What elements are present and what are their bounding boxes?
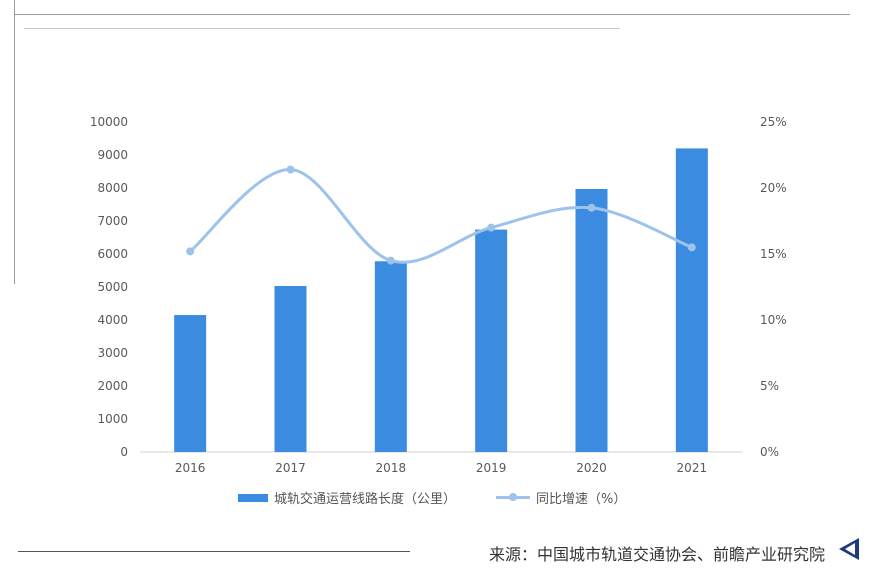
growth-line [189,168,693,264]
x-tick-label: 2021 [677,461,708,475]
x-tick-label: 2017 [275,461,306,475]
growth-point-2020 [587,203,596,212]
x-axis-ticks: 2016 2017 2018 2019 2020 2021 [175,461,707,475]
left-tick-label: 3000 [97,346,128,360]
chart: 0 1000 2000 3000 4000 5000 6000 7000 8000 9000 100… [90,115,787,475]
growth-point-2016 [186,247,195,256]
x-tick-label: 2019 [476,461,507,475]
bar-2021 [675,148,708,452]
left-tick-label: 5000 [97,280,128,294]
left-tick-label: 10000 [90,115,128,129]
left-tick-label: 1000 [97,412,128,426]
x-tick-label: 2018 [376,461,407,475]
left-rule [14,0,15,284]
left-tick-label: 4000 [97,313,128,327]
left-axis-ticks: 0 1000 2000 3000 4000 5000 6000 7000 8000 9000 100… [90,115,128,459]
legend-bar-label: 城轨交通运营线路长度（公里） [274,492,457,507]
line-series [186,165,696,265]
bar-2019 [475,229,508,452]
bar-2017 [274,286,307,452]
legend-bar-swatch [238,493,268,502]
growth-point-2021 [687,243,696,252]
left-tick-label: 7000 [97,214,128,228]
left-tick-label: 8000 [97,181,128,195]
legend-line-label: 同比增速（%） [536,492,627,507]
top-rule [14,14,850,15]
legend: 城轨交通运营线路长度（公里） 同比增速（%） [238,488,666,507]
right-tick-label: 25% [760,115,787,129]
bar-series [174,148,708,453]
legend-item-bar: 城轨交通运营线路长度（公里） [238,488,456,507]
growth-point-2018 [386,256,395,265]
right-tick-label: 20% [760,181,787,195]
x-tick-label: 2016 [175,461,206,475]
x-tick-label: 2020 [576,461,607,475]
left-tick-label: 9000 [97,148,128,162]
source-rule [18,551,410,552]
growth-point-2019 [487,223,496,232]
legend-line-swatch [496,493,531,501]
bar-2016 [174,315,207,452]
legend-item-line: 同比增速（%） [496,488,626,507]
source-text: 来源：中国城市轨道交通协会、前瞻产业研究院 [488,545,825,564]
left-tick-label: 0 [120,445,128,459]
growth-point-2017 [286,165,295,174]
right-tick-label: 10% [760,313,787,327]
bar-2020 [575,188,608,453]
right-tick-label: 0% [760,445,779,459]
right-tick-label: 5% [760,379,779,393]
right-axis-ticks: 0% 5% 10% 15% 20% 25% [760,115,787,459]
left-tick-label: 2000 [97,379,128,393]
left-tick-label: 6000 [97,247,128,261]
top-rule-inner [24,28,620,29]
right-tick-label: 15% [760,247,787,261]
triangle-left-icon [839,538,859,560]
bar-2018 [374,261,407,452]
